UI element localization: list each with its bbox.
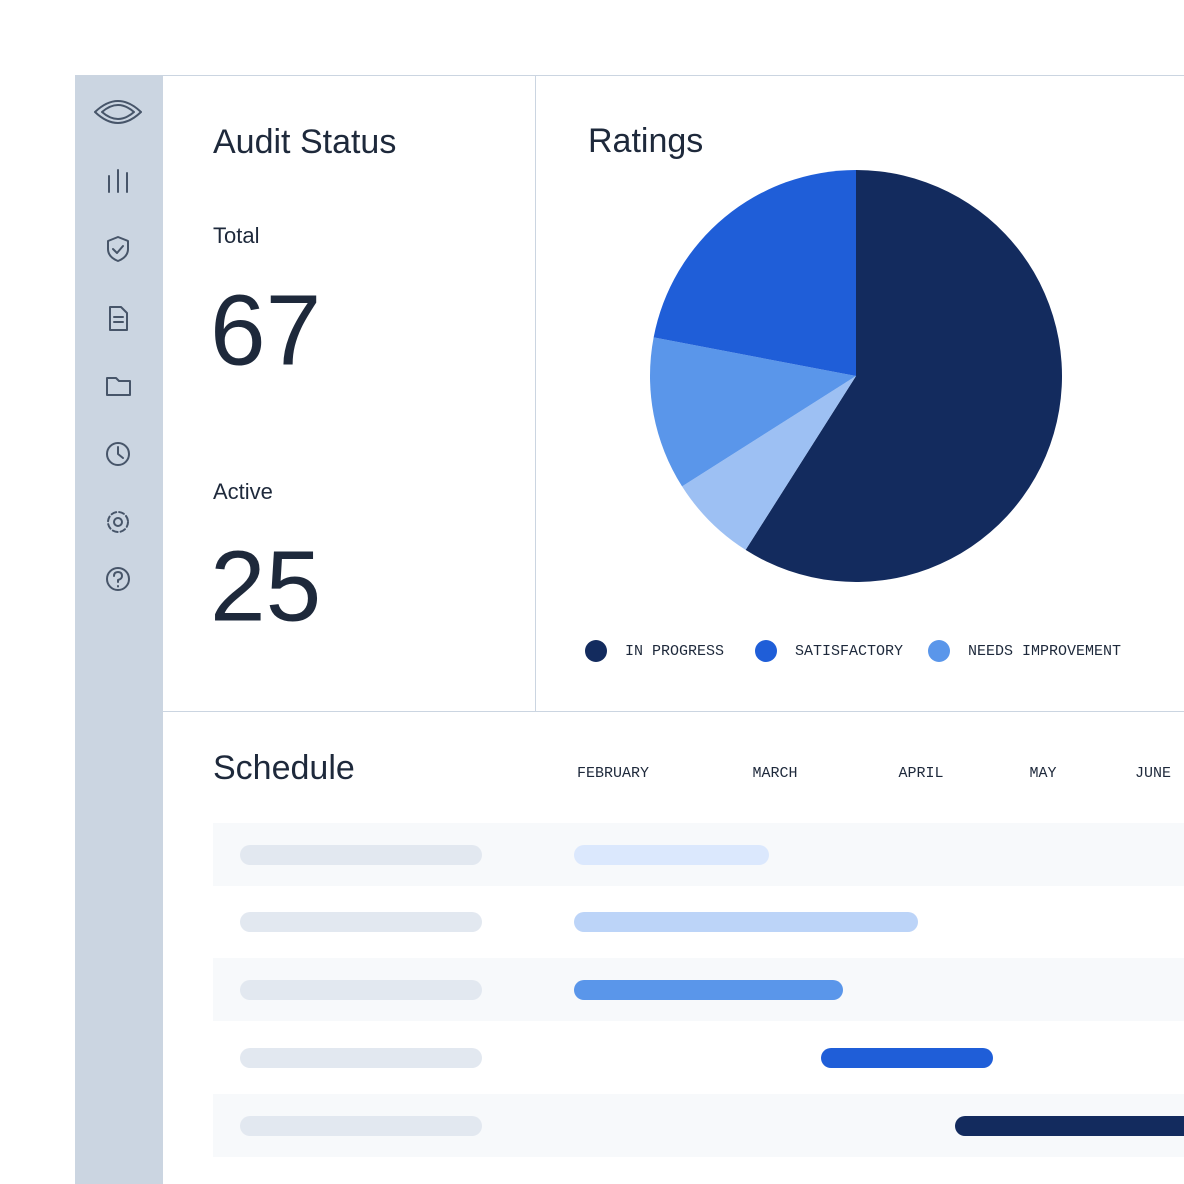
legend-swatch <box>585 640 607 662</box>
pie-slice <box>653 170 856 376</box>
logo <box>94 100 142 124</box>
sidebar-icons <box>94 100 142 591</box>
section-title: Schedule <box>213 749 355 787</box>
row-placeholder <box>240 1048 482 1068</box>
month-label: JUNE <box>1135 765 1171 782</box>
month-label: MAY <box>1029 765 1056 782</box>
legend-swatch <box>928 640 950 662</box>
stat-value: 67 <box>210 274 321 386</box>
gantt-bar[interactable] <box>821 1048 993 1068</box>
chart-title: Ratings <box>588 122 703 160</box>
stat-value: 25 <box>210 530 321 642</box>
gantt-bar[interactable] <box>574 980 843 1000</box>
legend-label: SATISFACTORY <box>795 643 903 660</box>
pie-slice <box>650 337 856 487</box>
row-placeholder <box>240 980 482 1000</box>
gantt-bar[interactable] <box>574 845 769 865</box>
month-label: FEBRUARY <box>577 765 649 782</box>
gantt-bar[interactable] <box>955 1116 1184 1136</box>
gantt <box>213 823 1184 1157</box>
legend-label: IN PROGRESS <box>625 643 724 660</box>
month-label: MARCH <box>752 765 797 782</box>
documents-icon[interactable] <box>109 306 128 331</box>
sidebar <box>75 75 163 1184</box>
stat-label: Active <box>213 479 273 504</box>
month-label: APRIL <box>898 765 943 782</box>
pie-slice <box>745 170 1062 582</box>
help-icon[interactable] <box>106 567 130 591</box>
pie <box>650 170 1062 582</box>
legend-label: NEEDS IMPROVEMENT <box>968 643 1121 660</box>
audits-icon[interactable] <box>107 236 129 262</box>
history-icon[interactable] <box>106 442 130 466</box>
reports-icon[interactable] <box>108 169 128 193</box>
row-placeholder <box>240 912 482 932</box>
legend-swatch <box>755 640 777 662</box>
row-placeholder <box>240 1116 482 1136</box>
pie-slice <box>682 376 856 550</box>
legend: IN PROGRESS SATISFACTORY NEEDS IMPROVEMENT <box>585 640 1121 662</box>
folder-icon[interactable] <box>106 377 131 396</box>
panel-title: Audit Status <box>213 123 396 161</box>
gantt-bar[interactable] <box>574 912 918 932</box>
row-placeholder <box>240 845 482 865</box>
settings-icon[interactable] <box>113 517 123 527</box>
stat-label: Total <box>213 223 259 248</box>
